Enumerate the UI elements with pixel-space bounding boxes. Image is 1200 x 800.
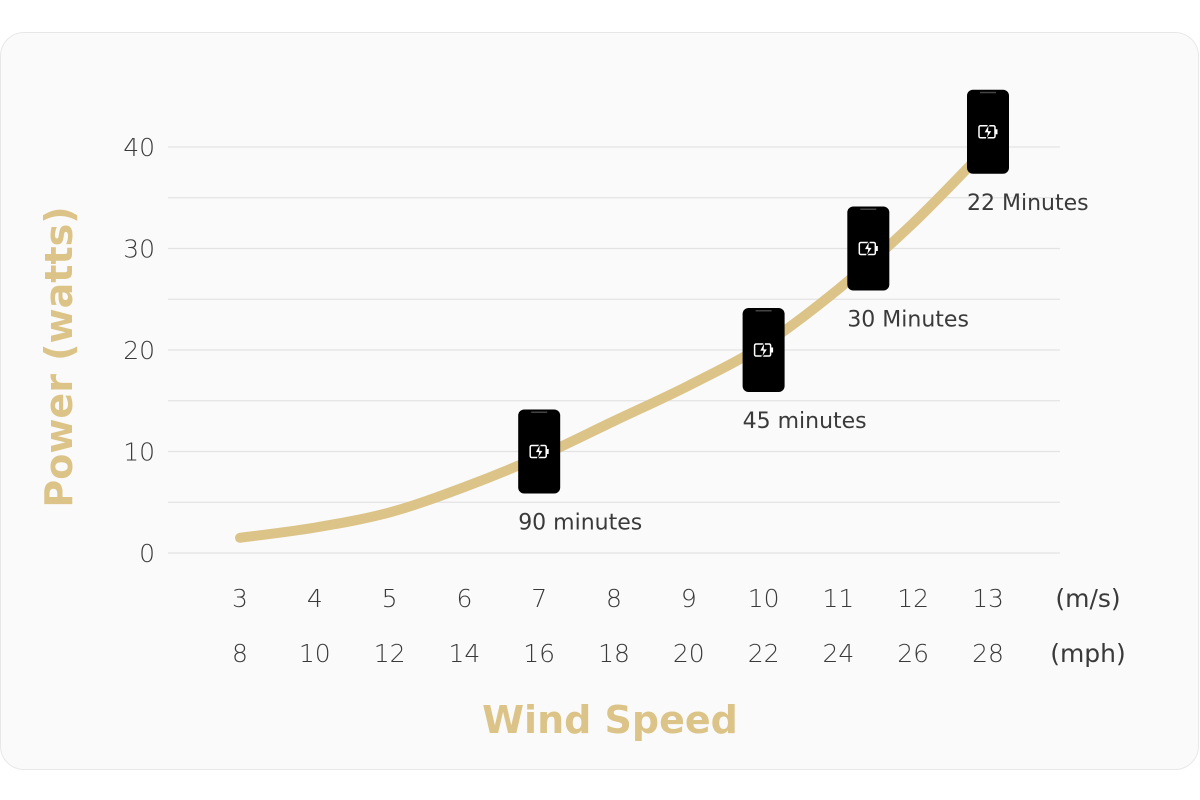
x-unit-mph: (mph): [1050, 639, 1126, 668]
x-tick-label-mph: 14: [448, 639, 480, 668]
x-tick-label-mph: 26: [897, 639, 929, 668]
charge-time-label: 45 minutes: [743, 409, 867, 434]
power-curve: [235, 142, 993, 543]
y-tick-label: 0: [139, 539, 155, 568]
gridlines: [168, 146, 1060, 554]
x-tick-label-mph: 24: [822, 639, 854, 668]
phone-notch: [980, 91, 996, 94]
charge-time-label: 90 minutes: [518, 511, 642, 536]
x-tick-label-ms: 7: [531, 584, 547, 613]
battery-tip: [995, 129, 998, 135]
x-tick-label-mph: 22: [748, 639, 780, 668]
x-axis-title: Wind Speed: [482, 698, 738, 742]
annotations: 90 minutes 45 minutes 30 Minutes 22 Minutes: [518, 89, 1089, 536]
x-unit-ms: (m/s): [1055, 584, 1120, 613]
x-tick-label-ms: 8: [606, 584, 622, 613]
battery-tip: [770, 347, 774, 353]
x-tick-label-ms: 11: [822, 584, 854, 613]
x-tick-label-mph: 20: [673, 639, 705, 668]
lightning-icon: [863, 240, 874, 257]
x-tick-label-ms: 6: [456, 584, 472, 613]
y-tick-label: 10: [123, 438, 155, 467]
x-tick-label-mph: 16: [523, 639, 555, 668]
y-tick-label: 40: [123, 133, 155, 162]
battery-tip: [546, 449, 549, 454]
phone-notch: [755, 310, 772, 312]
x-tick-label-ms: 4: [307, 584, 323, 613]
x-tick-label-ms: 10: [748, 584, 780, 613]
phone-notch: [860, 208, 877, 210]
x-tick-label-mph: 10: [299, 639, 331, 668]
x-tick-label-ms: 13: [972, 584, 1004, 613]
x-axis-ticks: 3 4 5 6 7 8 9 10 11 12 13 8 10 12 14 16 18 20 22 24 26 28: [232, 584, 1004, 668]
x-tick-label-mph: 12: [374, 639, 406, 668]
phone-annotation: 30 Minutes: [847, 206, 969, 333]
phone-annotation: 90 minutes: [518, 409, 642, 536]
lightning-icon: [534, 443, 544, 460]
lightning-icon: [758, 341, 769, 359]
charge-time-label: 30 Minutes: [847, 308, 969, 333]
phone-annotation: 45 minutes: [742, 308, 867, 434]
x-tick-label-ms: 5: [382, 584, 398, 613]
x-tick-label-mph: 18: [598, 639, 630, 668]
y-axis-ticks: 0 10 20 30 40: [123, 133, 155, 568]
y-tick-label: 20: [123, 336, 155, 365]
y-axis-title: Power (watts): [37, 206, 81, 507]
x-tick-label-ms: 9: [681, 584, 697, 613]
x-tick-label-mph: 8: [232, 639, 248, 668]
y-tick-label: 30: [123, 235, 155, 264]
charge-time-label: 22 Minutes: [967, 191, 1089, 216]
phone-annotation: 22 Minutes: [967, 89, 1089, 216]
x-tick-label-mph: 28: [972, 639, 1004, 668]
x-tick-label-ms: 12: [897, 584, 929, 613]
lightning-icon: [983, 123, 993, 140]
x-tick-label-ms: 3: [232, 584, 248, 613]
phone-notch: [531, 411, 548, 413]
battery-tip: [875, 246, 878, 251]
